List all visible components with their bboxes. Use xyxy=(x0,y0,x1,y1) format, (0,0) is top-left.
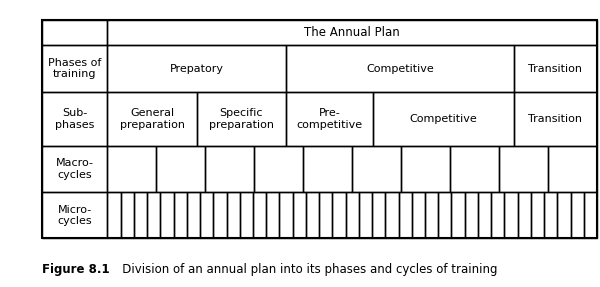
Bar xyxy=(438,192,451,238)
Text: Prepatory: Prepatory xyxy=(170,64,224,74)
Bar xyxy=(42,192,107,238)
Bar xyxy=(286,92,373,146)
Bar xyxy=(544,192,557,238)
Bar xyxy=(518,192,531,238)
Bar xyxy=(571,192,584,238)
Bar xyxy=(398,192,412,238)
Bar xyxy=(200,192,214,238)
Bar xyxy=(584,192,597,238)
Bar xyxy=(197,92,286,146)
Bar xyxy=(306,192,319,238)
Text: Sub-
phases: Sub- phases xyxy=(55,108,94,130)
Bar xyxy=(478,192,491,238)
Bar xyxy=(412,192,425,238)
Text: General
preparation: General preparation xyxy=(119,108,185,130)
Bar xyxy=(451,192,465,238)
Bar xyxy=(266,192,280,238)
Bar xyxy=(280,192,293,238)
Bar xyxy=(107,20,597,45)
Text: Transition: Transition xyxy=(529,114,583,124)
Bar xyxy=(303,146,352,192)
Text: Transition: Transition xyxy=(529,64,583,74)
Bar xyxy=(548,146,597,192)
Text: Macro-
cycles: Macro- cycles xyxy=(56,158,94,180)
Bar xyxy=(465,192,478,238)
Bar xyxy=(359,192,372,238)
Text: Competitive: Competitive xyxy=(366,64,434,74)
Bar xyxy=(425,192,438,238)
Bar xyxy=(107,192,121,238)
Bar xyxy=(346,192,359,238)
Bar xyxy=(227,192,240,238)
Bar xyxy=(514,92,597,146)
Bar xyxy=(254,146,303,192)
Text: Phases of
training: Phases of training xyxy=(48,58,101,79)
Bar xyxy=(240,192,253,238)
Bar xyxy=(205,146,254,192)
Bar xyxy=(42,20,107,45)
Bar xyxy=(160,192,173,238)
Text: Micro-
cycles: Micro- cycles xyxy=(58,205,92,226)
Bar xyxy=(491,192,505,238)
Bar xyxy=(531,192,544,238)
Text: The Annual Plan: The Annual Plan xyxy=(304,26,400,39)
Text: Division of an annual plan into its phases and cycles of training: Division of an annual plan into its phas… xyxy=(111,263,497,276)
Bar xyxy=(157,146,205,192)
Bar xyxy=(352,146,401,192)
Bar xyxy=(173,192,187,238)
Bar xyxy=(42,45,107,92)
Bar xyxy=(107,146,157,192)
Bar xyxy=(42,146,107,192)
Bar xyxy=(401,146,450,192)
Text: Figure 8.1: Figure 8.1 xyxy=(42,263,110,276)
Text: Competitive: Competitive xyxy=(409,114,477,124)
Bar xyxy=(253,192,266,238)
Bar xyxy=(134,192,147,238)
Bar xyxy=(319,192,332,238)
Bar xyxy=(385,192,398,238)
Bar xyxy=(514,45,597,92)
Bar xyxy=(372,192,385,238)
Bar xyxy=(373,92,514,146)
Bar xyxy=(286,45,514,92)
Text: Pre-
competitive: Pre- competitive xyxy=(296,108,362,130)
Bar xyxy=(214,192,227,238)
Bar xyxy=(42,92,107,146)
Bar xyxy=(187,192,200,238)
Bar xyxy=(499,146,548,192)
Bar xyxy=(557,192,571,238)
Bar xyxy=(450,146,499,192)
Bar xyxy=(107,92,197,146)
Bar xyxy=(147,192,160,238)
Bar xyxy=(505,192,518,238)
Bar xyxy=(121,192,134,238)
Bar xyxy=(332,192,346,238)
Bar xyxy=(293,192,306,238)
Bar xyxy=(107,45,286,92)
Bar xyxy=(42,20,597,238)
Text: Specific
preparation: Specific preparation xyxy=(209,108,274,130)
